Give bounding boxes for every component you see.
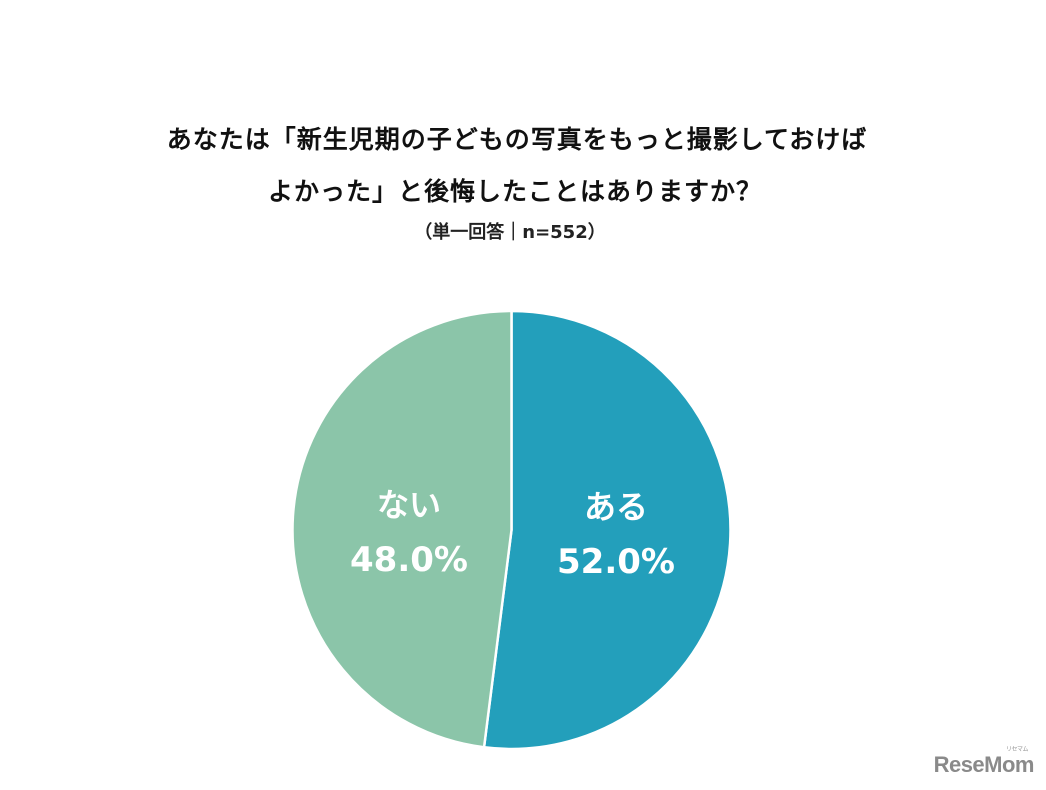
slice-label-nai: ない 48.0% <box>319 480 499 580</box>
slice-percent-aru: 52.0% <box>557 542 675 582</box>
pie-slice-nai <box>291 309 513 749</box>
pie-slice-aru <box>482 309 732 751</box>
resemom-logo: ReseMom リセマム <box>933 747 1035 778</box>
chart-title-line2: よかった」と後悔したことはありますか？ <box>267 177 762 206</box>
logo-text: ReseMom <box>933 752 1035 777</box>
chart-subtitle: （単一回答｜n=552） <box>414 222 606 243</box>
slice-category-nai: ない <box>376 486 441 524</box>
chart-title-line1: あなたは「新生児期の子どもの写真をもっと撮影しておけば <box>166 125 868 154</box>
slice-label-aru: ある 52.0% <box>526 482 706 582</box>
slice-category-aru: ある <box>583 488 648 526</box>
slice-percent-nai: 48.0% <box>350 540 468 580</box>
logo-ruby: リセマム <box>1005 747 1029 753</box>
